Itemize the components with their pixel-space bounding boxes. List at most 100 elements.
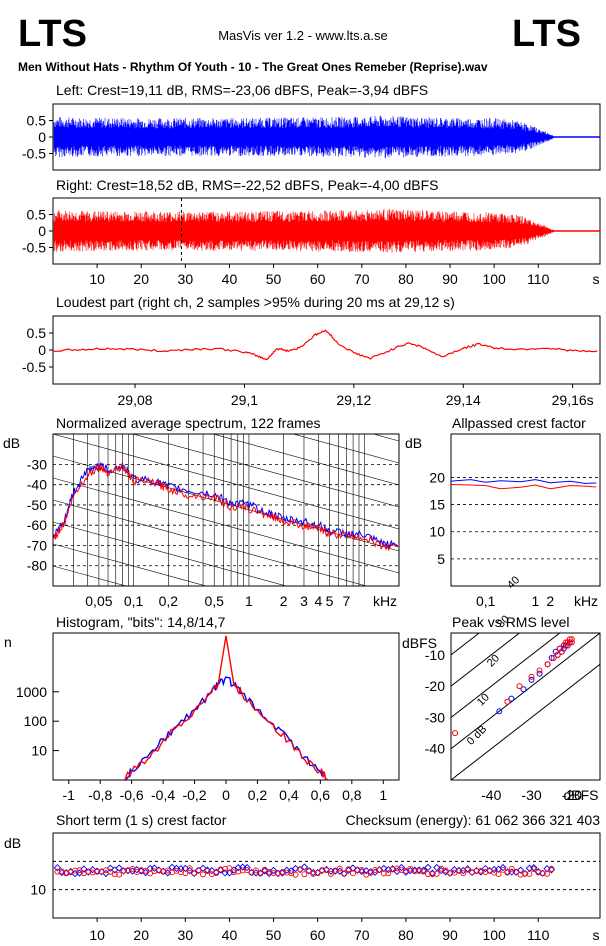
crest-diagonal-label: 10	[475, 691, 492, 708]
crest-diagonal	[451, 663, 600, 780]
crest-point	[522, 870, 528, 877]
crest-point	[142, 867, 149, 874]
plot-frame	[450, 632, 601, 781]
crest-point	[195, 867, 202, 874]
crest-point	[548, 865, 555, 872]
crest-point	[204, 868, 211, 875]
crest-point	[411, 868, 418, 875]
x-tick-label: 80	[398, 927, 414, 943]
crest-point	[336, 865, 343, 872]
crest-point	[433, 870, 440, 877]
crest-point	[283, 866, 291, 874]
crest-point	[85, 868, 92, 875]
x-tick-label: 29,1	[231, 392, 258, 408]
crest-diagonal	[451, 633, 521, 687]
peak-rms-point	[550, 655, 557, 662]
crest-point	[380, 870, 387, 877]
crest-point	[252, 867, 259, 874]
crest-point	[539, 870, 546, 877]
x-tick-label: 29,14	[446, 392, 481, 408]
crest-point	[442, 867, 449, 874]
y-tick-label: 10	[31, 743, 47, 759]
x-tick-label: 0,5	[204, 593, 224, 609]
peak-rms-point	[528, 676, 535, 683]
x-tick-label: -0,8	[88, 787, 112, 803]
crest-point	[168, 863, 176, 871]
y-axis-label: dBFS	[402, 635, 437, 651]
crest-point	[283, 869, 290, 876]
crest-point	[213, 870, 220, 877]
lts-logo-right: LTS	[512, 13, 581, 55]
x-tick-label: 10	[89, 271, 105, 287]
x-tick-label: 20	[133, 271, 149, 287]
x-tick-label: -1	[63, 787, 76, 803]
app-title: MasVis ver 1.2 - www.lts.a.se	[218, 28, 388, 43]
crest-point	[172, 864, 181, 872]
x-tick-label: 50	[266, 271, 282, 287]
y-tick-label: 20	[429, 469, 445, 485]
y-tick-label: -30	[425, 709, 445, 725]
track-title: Men Without Hats - Rhythm Of Youth - 10 …	[18, 60, 488, 74]
crest-point	[129, 865, 136, 872]
histogram-panel: 1000 100 10 n -1 -0,8 -0,6 -0,4 -0,2 0 0,2 0,4 0,6 0,…	[4, 632, 400, 803]
crest-point	[222, 865, 228, 872]
x-tick-label: -20	[562, 787, 582, 803]
x-unit-label: kHz	[574, 593, 598, 609]
x-tick-label: 60	[310, 271, 326, 287]
crest-point	[526, 870, 533, 877]
y-tick-label: -60	[27, 517, 47, 533]
crest-point	[269, 866, 278, 875]
crest-point	[191, 870, 198, 877]
peak-rms-title: Peak vs RMS level	[452, 614, 569, 630]
peak-rms-point	[508, 695, 515, 702]
crest-point	[345, 866, 352, 873]
x-tick-label: 40	[222, 927, 238, 943]
x-tick-label: 50	[266, 927, 282, 943]
y-tick-label: -20	[425, 678, 445, 694]
x-tick-label: 90	[442, 927, 458, 943]
crest-point	[239, 867, 246, 874]
y-tick-label: 1000	[16, 684, 47, 700]
x-tick-label: 29,16s	[552, 392, 594, 408]
slope-grid-line	[53, 499, 368, 586]
crest-diagonal	[451, 633, 600, 750]
crest-point	[199, 864, 207, 872]
slope-grid-line	[53, 654, 399, 749]
x-tick-label: 60	[310, 927, 326, 943]
crest-point	[385, 870, 392, 877]
crest-point	[310, 871, 317, 877]
x-tick-label: 0,4	[279, 787, 299, 803]
crest-diagonal-label: 0 dB	[465, 723, 489, 747]
x-tick-label: 10	[89, 927, 105, 943]
peak-rms-point	[554, 651, 561, 658]
x-tick-label: 0,2	[159, 593, 179, 609]
crest-point	[398, 867, 405, 874]
left-waveform-panel: 0.50-0.5	[22, 103, 601, 171]
plot-frame	[450, 433, 601, 587]
peak-rms-point	[558, 648, 565, 655]
peak-rms-point	[536, 670, 543, 677]
slope-grid-line	[53, 477, 399, 574]
crest-point	[460, 870, 467, 877]
x-tick-label: 2	[280, 593, 288, 609]
y-tick-label: -10	[425, 647, 445, 663]
x-tick-label: 0	[222, 787, 230, 803]
crest-factor-title: Allpassed crest factor	[452, 415, 586, 431]
y-tick-label: -40	[27, 477, 47, 493]
crest-point	[455, 867, 462, 874]
crest-point	[397, 863, 406, 872]
spectrum-panel: -30 -40 -50 -60 -70 -80 dB 0,05 0,1 0,2 0,5 1 2 3 4 5 7 k…	[3, 433, 400, 749]
crest-point	[292, 871, 299, 878]
crest-point	[279, 868, 286, 875]
x-tick-label: 29,08	[118, 392, 153, 408]
crest-point	[372, 867, 378, 873]
crest-point	[547, 866, 556, 874]
crest-point	[376, 866, 383, 873]
crest-point	[261, 867, 269, 875]
spectrum-title: Normalized average spectrum, 122 frames	[56, 415, 321, 431]
histogram-series-1	[123, 635, 329, 781]
y-tick-label: -30	[27, 456, 47, 472]
peak-rms-point	[528, 673, 535, 680]
x-tick-label: 70	[354, 927, 370, 943]
